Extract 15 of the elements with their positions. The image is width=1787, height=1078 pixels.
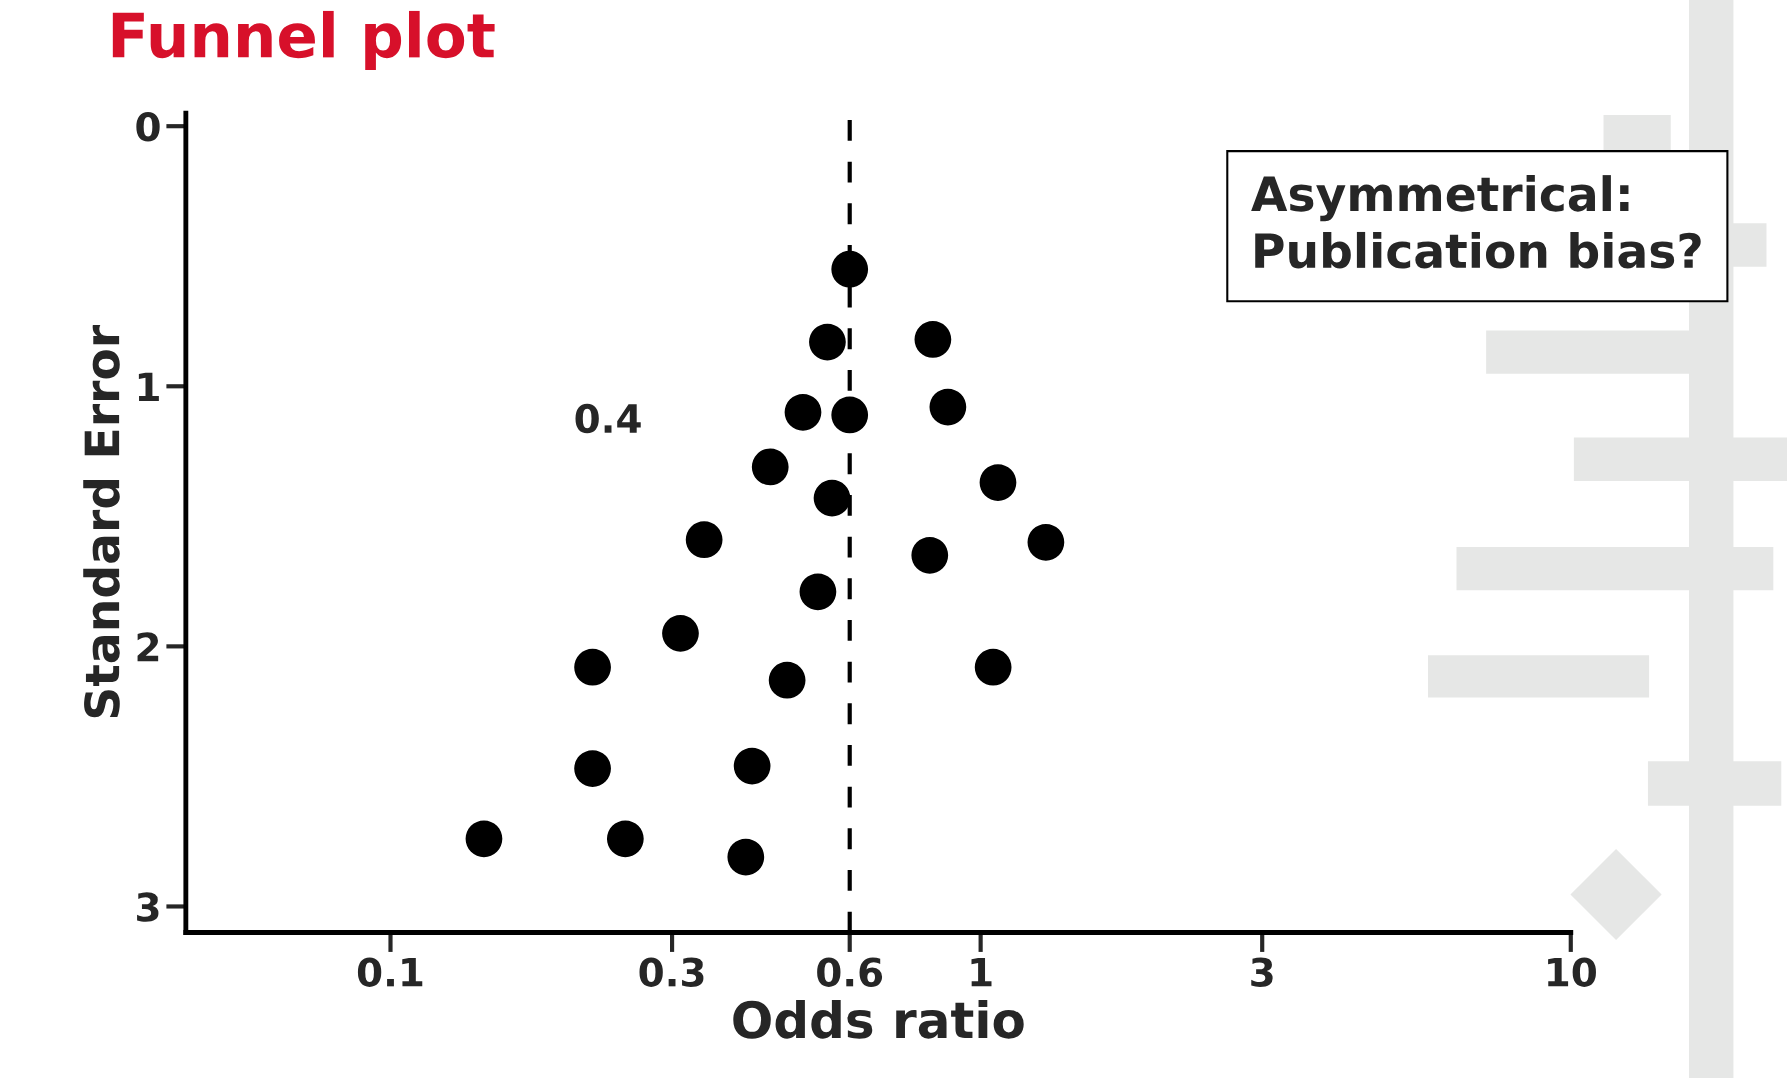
x-tick-label: 0.6 [817, 957, 883, 987]
y-tick-label: 2 [137, 632, 159, 662]
y-tick-label: 3 [137, 892, 159, 922]
x-tick-label: 1 [971, 957, 992, 987]
annotation: 0.4 [575, 403, 641, 434]
x-tick-label: 3 [1251, 957, 1273, 987]
annotation: Asymmetrical: Publication bias? [1251, 175, 1701, 269]
y-tick-label: 1 [138, 372, 159, 402]
x-axis-title: Odds ratio [733, 999, 1024, 1039]
y-axis-title: Standard Error [83, 325, 120, 718]
chart-title: Funnel plot [112, 10, 495, 71]
x-tick-label: 10 [1548, 957, 1596, 987]
x-tick-label: 0.1 [357, 957, 423, 987]
y-tick-label: 0 [136, 112, 160, 142]
x-tick-label: 0.3 [639, 957, 704, 987]
